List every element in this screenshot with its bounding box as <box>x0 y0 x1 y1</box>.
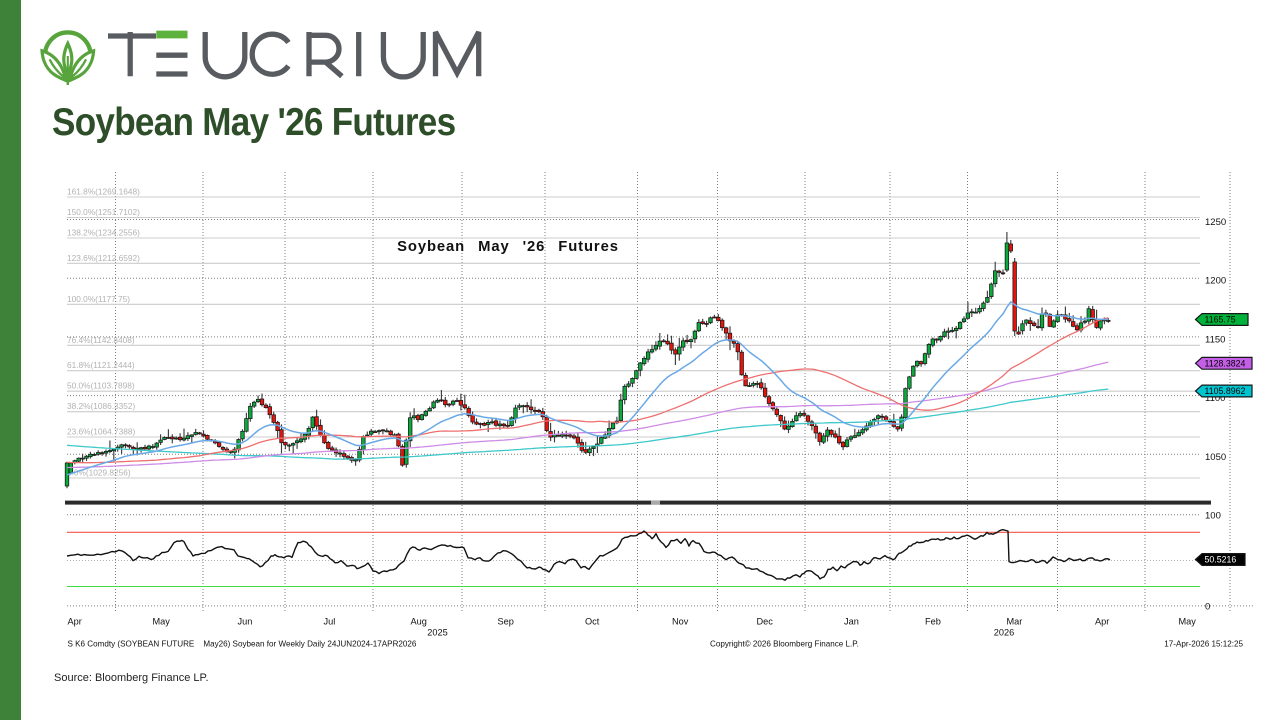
svg-text:Nov: Nov <box>672 617 689 627</box>
svg-text:50.0%(1103.7898): 50.0%(1103.7898) <box>67 381 135 391</box>
svg-text:1100: 1100 <box>1205 393 1225 404</box>
svg-text:Apr: Apr <box>68 617 82 627</box>
svg-text:1200: 1200 <box>1205 276 1226 287</box>
svg-text:61.8%(1121.2444): 61.8%(1121.2444) <box>67 360 135 370</box>
svg-text:1128.3824: 1128.3824 <box>1205 359 1246 369</box>
svg-text:Copyright© 2026 Bloomberg Fina: Copyright© 2026 Bloomberg Finance L.P. <box>710 640 859 649</box>
svg-text:Jan: Jan <box>844 617 859 627</box>
svg-text:Sep: Sep <box>498 617 514 627</box>
svg-text:23.6%(1064.7388): 23.6%(1064.7388) <box>67 427 136 437</box>
svg-text:161.8%(1269.1648): 161.8%(1269.1648) <box>67 187 140 197</box>
svg-text:May: May <box>1179 617 1197 627</box>
svg-text:May: May <box>153 617 171 627</box>
svg-text:100: 100 <box>1205 510 1221 521</box>
svg-text:Source: Bloomberg Finance LP.: Source: Bloomberg Finance LP. <box>54 672 209 684</box>
svg-text:Jun: Jun <box>238 617 253 627</box>
svg-text:S K6 Comdty (SOYBEAN FUTURE: S K6 Comdty (SOYBEAN FUTURE May26) Soybe… <box>68 640 417 649</box>
svg-text:Aug: Aug <box>411 617 427 627</box>
svg-text:1050: 1050 <box>1205 452 1226 463</box>
svg-text:Mar: Mar <box>1007 617 1023 627</box>
svg-text:Dec: Dec <box>757 617 774 627</box>
svg-text:123.6%(1212.6592): 123.6%(1212.6592) <box>67 253 140 263</box>
svg-text:100.0%(1177.75): 100.0%(1177.75) <box>67 294 130 304</box>
svg-text:0: 0 <box>1205 601 1210 612</box>
svg-text:2026: 2026 <box>994 628 1014 638</box>
svg-text:1105.8962: 1105.8962 <box>1205 386 1246 396</box>
svg-text:17-Apr-2026 15:12:25: 17-Apr-2026 15:12:25 <box>1164 640 1243 649</box>
svg-text:1165.75: 1165.75 <box>1205 315 1236 325</box>
svg-text:138.2%(1234.2556): 138.2%(1234.2556) <box>67 228 140 238</box>
svg-text:1250: 1250 <box>1205 217 1226 228</box>
svg-text:Oct: Oct <box>585 617 600 627</box>
svg-text:76.4%(1142.8408): 76.4%(1142.8408) <box>67 335 135 345</box>
svg-text:Feb: Feb <box>925 617 941 627</box>
svg-text:150.0%(1251.7102): 150.0%(1251.7102) <box>67 207 140 217</box>
svg-text:1150: 1150 <box>1205 334 1225 345</box>
svg-text:50.5216: 50.5216 <box>1205 555 1237 565</box>
svg-text:38.2%(1086.3352): 38.2%(1086.3352) <box>67 401 136 411</box>
svg-text:0.0%(1029.8256): 0.0%(1029.8256) <box>67 468 131 478</box>
svg-text:Jul: Jul <box>324 617 336 627</box>
svg-text:Soybean May '26 Futures: Soybean May '26 Futures <box>397 239 619 255</box>
svg-text:Apr: Apr <box>1095 617 1109 627</box>
svg-text:2025: 2025 <box>427 628 447 638</box>
